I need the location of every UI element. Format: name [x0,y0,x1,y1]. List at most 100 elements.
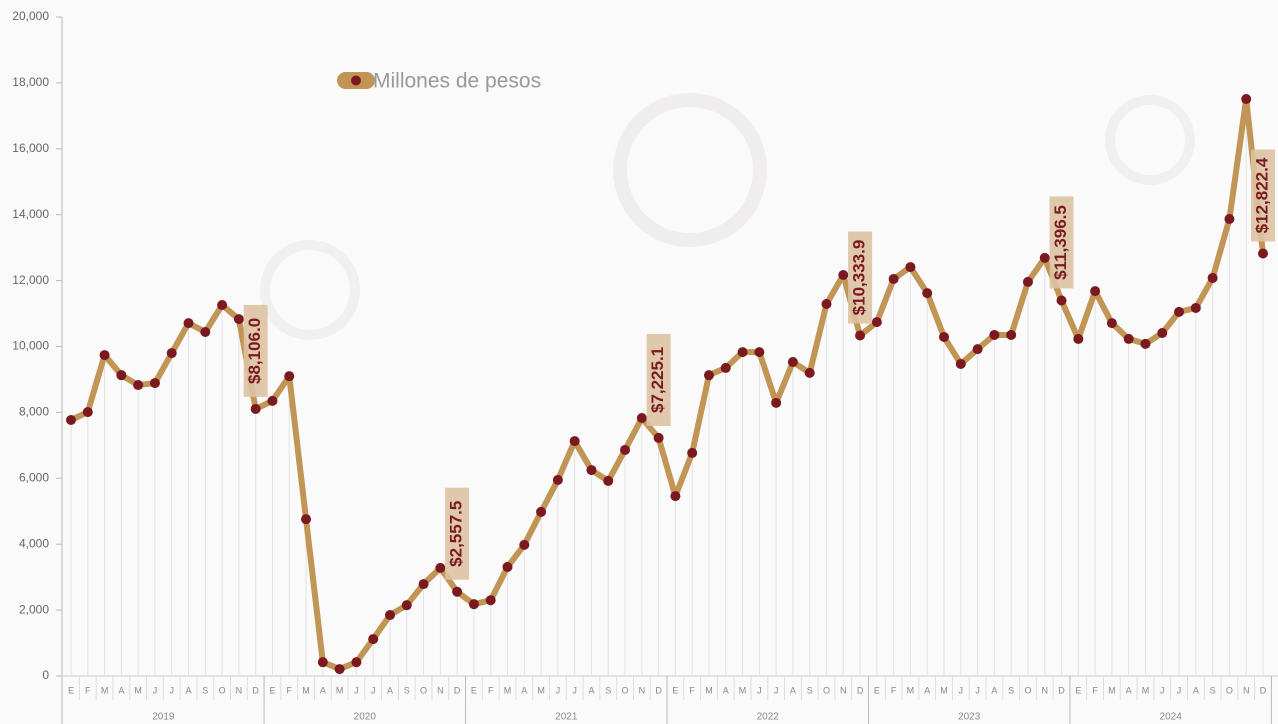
point [116,370,127,381]
point [468,599,479,610]
x-tick-label: A [186,685,192,695]
point [1039,252,1050,263]
value-label: $8,106.0 [245,318,264,384]
x-tick-label: F [488,685,494,695]
x-tick-label: J [153,685,158,695]
y-tick-label: 20,000 [12,9,49,23]
x-tick-label: F [287,685,293,695]
value-label: $12,822.4 [1252,157,1271,233]
decoration [613,93,767,247]
x-tick-label: J [556,685,561,695]
x-tick-label: A [1126,685,1132,695]
point [418,579,429,590]
x-tick-label: J [371,685,376,695]
point [502,561,513,572]
x-tick-label: N [437,685,444,695]
point [384,610,395,621]
point [217,299,228,310]
x-tick-label: S [807,685,813,695]
point [233,314,244,325]
x-tick-label: E [269,685,275,695]
y-tick-label: 10,000 [12,339,49,353]
point [368,634,379,645]
x-tick-label: M [134,685,142,695]
x-tick-label: M [336,685,344,695]
x-tick-label: A [521,685,527,695]
point [1022,276,1033,287]
value-label: $7,225.1 [648,347,667,413]
point [972,344,983,355]
value-label-box [445,487,470,580]
point [855,330,866,341]
legend-label: Millones de pesos [373,70,541,93]
point [922,288,933,299]
x-tick-label: J [975,685,980,695]
x-tick-label: M [504,685,512,695]
point [301,514,312,525]
x-tick-label: M [1108,685,1116,695]
point [1123,333,1134,344]
point [670,491,681,502]
x-tick-label: A [387,685,393,695]
value-label-box [646,333,671,426]
y-tick-label: 0 [42,668,49,682]
point [603,475,614,486]
point [99,350,110,361]
point [804,367,815,378]
value-label: $11,396.5 [1051,205,1070,280]
year-label: 2020 [354,712,377,723]
x-tick-label: J [354,685,359,695]
point [737,347,748,358]
x-tick-label: D [454,685,461,695]
x-tick-label: S [1210,685,1216,695]
point [905,262,916,273]
point [1056,295,1067,306]
point [1006,329,1017,340]
point [703,370,714,381]
y-tick-label: 8,000 [19,405,49,419]
point [1090,286,1101,297]
y-tick-label: 18,000 [12,75,49,89]
point [66,414,76,425]
x-tick-label: F [689,685,695,695]
point [787,356,798,367]
x-tick-label: A [790,685,796,695]
x-tick-label: F [85,685,91,695]
point [250,403,261,414]
x-tick-label: M [537,685,545,695]
point [821,298,832,309]
y-tick-label: 4,000 [19,536,49,550]
x-tick-label: A [588,685,594,695]
x-tick-label: O [219,685,226,695]
x-tick-label: A [991,685,997,695]
point [284,371,295,382]
x-tick-label: E [874,685,880,695]
point [149,378,160,389]
point [838,269,849,280]
x-tick-label: N [1041,685,1048,695]
point [183,318,194,329]
point [351,657,362,668]
point [1157,327,1168,338]
point [888,273,899,284]
x-tick-label: J [757,685,762,695]
point [317,657,328,668]
x-tick-label: E [672,685,678,695]
value-label-box [243,304,268,397]
point [200,327,211,338]
x-tick-label: N [639,685,646,695]
value-label: $2,557.5 [447,501,466,567]
point [1241,94,1252,105]
x-tick-label: J [169,685,174,695]
x-tick-label: J [959,685,964,695]
point [133,380,144,391]
x-tick-label: N [840,685,847,695]
point [552,474,563,485]
x-tick-label: A [118,685,124,695]
x-tick-label: A [1193,685,1199,695]
point [82,407,93,418]
y-tick-label: 16,000 [12,141,49,155]
decoration [260,240,360,340]
